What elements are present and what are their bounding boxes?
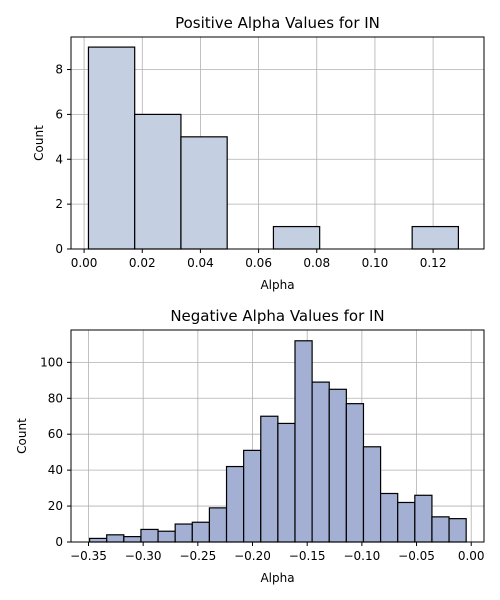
- positive-histogram-bar: [180, 136, 228, 250]
- positive-histogram-bar: [411, 225, 460, 250]
- negative-histogram-bar: [191, 521, 211, 543]
- negative-histogram-bar: [123, 536, 142, 543]
- positive-x-tick-label: 0.12: [420, 256, 447, 270]
- negative-histogram-bar: [379, 492, 399, 543]
- negative-x-tick-label: −0.20: [234, 549, 271, 563]
- positive-x-tick-label: 0.02: [129, 256, 156, 270]
- positive-y-tick-label: 2: [55, 197, 63, 211]
- negative-x-tick-label: −0.10: [343, 549, 380, 563]
- positive-histogram-bar: [134, 113, 182, 250]
- positive-y-tick-label: 8: [55, 63, 63, 77]
- positive-y-axis-label: Count: [32, 125, 46, 161]
- negative-histogram-bar: [294, 340, 313, 543]
- negative-y-ticks: 0 20 40 60 80 100: [40, 355, 71, 549]
- negative-histogram-bar: [328, 388, 347, 543]
- negative-histogram-bar: [448, 518, 467, 543]
- negative-x-tick-label: −0.15: [289, 549, 326, 563]
- negative-x-axis-label: Alpha: [260, 571, 294, 585]
- negative-y-tick-label: 0: [55, 535, 63, 549]
- negative-y-tick-label: 40: [48, 463, 63, 477]
- negative-y-tick-label: 60: [48, 427, 63, 441]
- negative-histogram-bar: [140, 528, 159, 543]
- positive-histogram-bar: [87, 46, 136, 250]
- negative-histogram-bar: [243, 449, 262, 543]
- positive-y-tick-label: 4: [55, 152, 63, 166]
- negative-x-tick-label: 0.00: [458, 549, 485, 563]
- negative-x-tick-label: −0.35: [70, 549, 107, 563]
- negative-histogram-bar: [174, 523, 193, 543]
- negative-histogram-bar: [397, 501, 416, 543]
- negative-axes-frame: [70, 329, 485, 543]
- positive-axes-frame: [70, 36, 485, 250]
- negative-histogram-bar: [260, 415, 279, 543]
- positive-x-tick-label: 0.10: [362, 256, 389, 270]
- negative-histogram-bar: [345, 403, 365, 543]
- negative-x-tick-label: −0.30: [125, 549, 162, 563]
- negative-histogram-bar: [225, 465, 245, 543]
- positive-x-axis-label: Alpha: [260, 278, 294, 292]
- negative-y-axis-label: Count: [15, 418, 29, 454]
- negative-histogram-bar: [208, 507, 228, 543]
- negative-x-ticks: −0.35 −0.30 −0.25 −0.20 −0.15 −0.10 −0.05 0.00: [70, 542, 485, 563]
- negative-histogram-bar: [431, 516, 450, 543]
- positive-y-ticks: 0 2 4 6 8: [55, 63, 71, 256]
- positive-alpha-histogram: 0.00 0.02 0.04 0.06 0.08 0.10 0.12 0 2 4 6 8 Posit…: [32, 14, 485, 292]
- positive-chart-title: Positive Alpha Values for IN: [175, 14, 380, 32]
- negative-y-tick-label: 80: [48, 391, 63, 405]
- positive-x-tick-label: 0.00: [71, 256, 98, 270]
- negative-histogram-bar: [106, 534, 125, 543]
- negative-histogram-bar: [157, 530, 176, 543]
- positive-x-tick-label: 0.08: [303, 256, 330, 270]
- negative-histogram-bar: [362, 446, 382, 543]
- positive-y-tick-label: 6: [55, 107, 63, 121]
- negative-x-tick-label: −0.25: [179, 549, 216, 563]
- negative-histogram-bar: [414, 494, 433, 543]
- negative-x-tick-label: −0.05: [398, 549, 435, 563]
- negative-histogram-bar: [277, 422, 296, 543]
- positive-bars: [87, 46, 460, 250]
- positive-x-tick-label: 0.06: [245, 256, 272, 270]
- positive-x-ticks: 0.00 0.02 0.04 0.06 0.08 0.10 0.12: [71, 249, 447, 270]
- negative-chart-title: Negative Alpha Values for IN: [170, 307, 384, 325]
- positive-x-tick-label: 0.04: [187, 256, 214, 270]
- negative-y-tick-label: 20: [48, 499, 63, 513]
- positive-histogram-bar: [272, 225, 321, 250]
- negative-alpha-histogram: −0.35 −0.30 −0.25 −0.20 −0.15 −0.10 −0.05 0.00 …: [15, 307, 485, 585]
- negative-histogram-bar: [88, 537, 108, 543]
- positive-y-tick-label: 0: [55, 242, 63, 256]
- negative-y-tick-label: 100: [40, 355, 63, 369]
- negative-histogram-bar: [311, 381, 330, 543]
